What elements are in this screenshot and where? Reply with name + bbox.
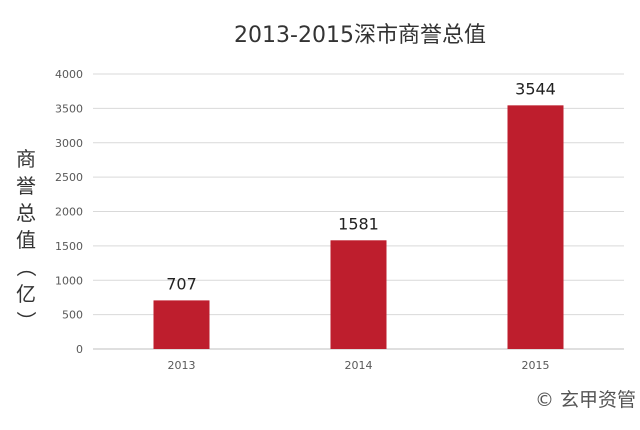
bar-2013 [153,300,210,349]
y-axis-label-char: 亿 [16,282,36,306]
x-tick-label: 2015 [522,359,550,372]
y-tick-label: 1000 [55,274,83,287]
x-tick-labels: 2013 2014 2015 [168,359,550,372]
y-tick-label: 4000 [55,68,83,81]
data-labels: 707 1581 3544 [166,79,556,293]
data-label: 707 [166,274,197,293]
y-tick-label: 3500 [55,102,83,115]
x-tick-label: 2013 [168,359,196,372]
chart-title: 2013-2015深市商誉总值 [234,23,486,48]
watermark: © 玄甲资管 [534,389,636,411]
data-label: 1581 [338,214,379,233]
y-tick-labels: 0 500 1000 1500 2000 2500 3000 3500 4000 [55,68,83,356]
y-tick-label: 2500 [55,171,83,184]
bars [153,105,564,349]
bar-2014 [330,240,387,349]
y-tick-label: 2000 [55,206,83,219]
y-axis-label-char: 总 [16,201,36,225]
y-tick-label: 500 [62,309,83,322]
y-axis-label-char: 誉 [16,174,36,198]
bar-2015 [507,105,564,349]
y-axis-label-char: （ [14,257,38,277]
y-axis-label: 商誉总值 （ 亿 ） [14,147,38,331]
y-tick-label: 0 [76,343,83,356]
y-tick-label: 3000 [55,137,83,150]
y-axis-label-char: 值 [16,228,36,252]
data-label: 3544 [515,79,556,98]
x-tick-label: 2014 [345,359,373,372]
y-axis-label-char: ） [14,311,38,331]
y-axis-label-char: 商 [16,147,36,171]
y-tick-label: 1500 [55,240,83,253]
